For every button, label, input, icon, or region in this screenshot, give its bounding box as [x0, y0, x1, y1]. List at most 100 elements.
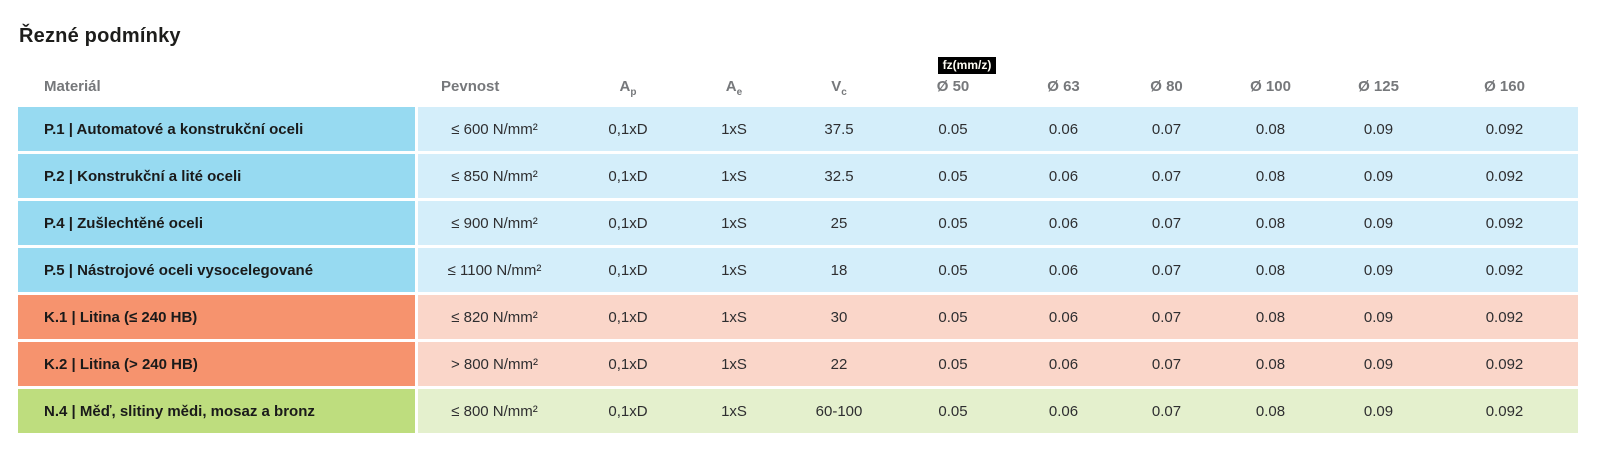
- vc-sub: c: [841, 87, 847, 98]
- fz-50-cell: 0.05: [938, 214, 968, 232]
- ap-cell: 0,1xD: [608, 214, 648, 232]
- fz-160-cell: 0.092: [1485, 355, 1524, 373]
- table-row: P.1 | Automatové a konstrukční oceli ≤ 6…: [18, 107, 1578, 151]
- fz-80-cell: 0.07: [1151, 402, 1182, 420]
- ap-base: A: [619, 78, 631, 95]
- fz-100-cell: 0.08: [1255, 261, 1286, 279]
- fz-50-cell: 0.05: [938, 308, 968, 326]
- ae-cell: 1xS: [721, 214, 747, 232]
- col-header-diameter-125: Ø 125: [1358, 78, 1399, 95]
- pevnost-cell: ≤ 800 N/mm²: [451, 402, 538, 420]
- ap-cell: 0,1xD: [608, 120, 648, 138]
- vc-cell: 30: [830, 308, 848, 326]
- ae-cell: 1xS: [721, 308, 747, 326]
- fz-50-cell: 0.05: [938, 355, 968, 373]
- vc-cell: 25: [830, 214, 848, 232]
- fz-unit-badge: fz(mm/z): [937, 57, 997, 74]
- fz-80-cell: 0.07: [1151, 355, 1182, 373]
- page-title: Řezné podmínky: [19, 25, 181, 48]
- vc-cell: 60-100: [815, 402, 863, 420]
- col-header-vc: Vc: [783, 78, 895, 98]
- ae-sub: e: [736, 87, 743, 98]
- fz-63-cell: 0.06: [1048, 214, 1079, 232]
- fz-160-cell: 0.092: [1485, 120, 1524, 138]
- fz-63-cell: 0.06: [1048, 308, 1079, 326]
- table-rows: P.1 | Automatové a konstrukční oceli ≤ 6…: [18, 107, 1578, 433]
- row-data-segment: ≤ 850 N/mm² 0,1xD 1xS 32.5 0.05 0.06 0.0…: [418, 154, 1578, 198]
- material-cell: K.1 | Litina (≤ 240 HB): [18, 295, 415, 339]
- table-row: P.2 | Konstrukční a lité oceli ≤ 850 N/m…: [18, 154, 1578, 198]
- fz-100-cell: 0.08: [1255, 355, 1286, 373]
- fz-160-cell: 0.092: [1485, 261, 1524, 279]
- fz-100-cell: 0.08: [1255, 167, 1286, 185]
- ap-cell: 0,1xD: [608, 261, 648, 279]
- ae-cell: 1xS: [721, 120, 747, 138]
- table-header-row: Materiál Pevnost Ap Ae Vc fz(mm/z) Ø 50 …: [18, 52, 1578, 104]
- pevnost-cell: ≤ 1100 N/mm²: [447, 261, 542, 279]
- ae-cell: 1xS: [721, 355, 747, 373]
- ap-cell: 0,1xD: [608, 402, 648, 420]
- col-header-material: Materiál: [44, 78, 101, 95]
- vc-cell: 37.5: [824, 120, 854, 138]
- pevnost-cell: ≤ 900 N/mm²: [451, 214, 538, 232]
- col-header-diameter-160: Ø 160: [1484, 78, 1525, 95]
- vc-cell: 18: [830, 261, 848, 279]
- ap-cell: 0,1xD: [608, 167, 648, 185]
- table-row: P.5 | Nástrojové oceli vysocelegované ≤ …: [18, 248, 1578, 292]
- fz-50-cell: 0.05: [938, 402, 968, 420]
- ae-cell: 1xS: [721, 402, 747, 420]
- pevnost-cell: > 800 N/mm²: [450, 355, 539, 373]
- vc-cell: 22: [830, 355, 848, 373]
- fz-80-cell: 0.07: [1151, 308, 1182, 326]
- material-cell: P.4 | Zušlechtěné oceli: [18, 201, 415, 245]
- material-cell: K.2 | Litina (> 240 HB): [18, 342, 415, 386]
- material-cell: N.4 | Měď, slitiny mědi, mosaz a bronz: [18, 389, 415, 433]
- fz-125-cell: 0.09: [1363, 308, 1394, 326]
- fz-100-cell: 0.08: [1255, 402, 1286, 420]
- pevnost-cell: ≤ 820 N/mm²: [451, 308, 538, 326]
- fz-80-cell: 0.07: [1151, 167, 1182, 185]
- fz-125-cell: 0.09: [1363, 120, 1394, 138]
- fz-160-cell: 0.092: [1485, 214, 1524, 232]
- pevnost-cell: ≤ 600 N/mm²: [451, 120, 538, 138]
- table-row: K.2 | Litina (> 240 HB) > 800 N/mm² 0,1x…: [18, 342, 1578, 386]
- row-data-segment: ≤ 600 N/mm² 0,1xD 1xS 37.5 0.05 0.06 0.0…: [418, 107, 1578, 151]
- row-data-segment: > 800 N/mm² 0,1xD 1xS 22 0.05 0.06 0.07 …: [418, 342, 1578, 386]
- cutting-conditions-table: Materiál Pevnost Ap Ae Vc fz(mm/z) Ø 50 …: [18, 52, 1578, 433]
- material-cell: P.5 | Nástrojové oceli vysocelegované: [18, 248, 415, 292]
- vc-cell: 32.5: [824, 167, 854, 185]
- fz-100-cell: 0.08: [1255, 308, 1286, 326]
- ap-sub: p: [630, 87, 637, 98]
- col-header-diameter-80: Ø 80: [1150, 78, 1183, 95]
- material-cell: P.2 | Konstrukční a lité oceli: [18, 154, 415, 198]
- row-data-segment: ≤ 800 N/mm² 0,1xD 1xS 60-100 0.05 0.06 0…: [418, 389, 1578, 433]
- table-row: P.4 | Zušlechtěné oceli ≤ 900 N/mm² 0,1x…: [18, 201, 1578, 245]
- fz-100-cell: 0.08: [1255, 214, 1286, 232]
- fz-50-cell: 0.05: [938, 167, 968, 185]
- fz-125-cell: 0.09: [1363, 167, 1394, 185]
- header-data-segment: Pevnost Ap Ae Vc fz(mm/z) Ø 50 Ø 63 Ø 80…: [418, 57, 1576, 98]
- ae-cell: 1xS: [721, 261, 747, 279]
- fz-80-cell: 0.07: [1151, 214, 1182, 232]
- fz-125-cell: 0.09: [1363, 261, 1394, 279]
- fz-63-cell: 0.06: [1048, 120, 1079, 138]
- fz-50-cell: 0.05: [938, 120, 968, 138]
- col-header-diameter-50: fz(mm/z) Ø 50: [895, 57, 1011, 95]
- vc-base: V: [831, 78, 842, 95]
- fz-63-cell: 0.06: [1048, 355, 1079, 373]
- fz-125-cell: 0.09: [1363, 402, 1394, 420]
- fz-63-cell: 0.06: [1048, 167, 1079, 185]
- col-header-diameter-63: Ø 63: [1047, 78, 1080, 95]
- fz-80-cell: 0.07: [1151, 261, 1182, 279]
- table-row: N.4 | Měď, slitiny mědi, mosaz a bronz ≤…: [18, 389, 1578, 433]
- fz-125-cell: 0.09: [1363, 214, 1394, 232]
- fz-63-cell: 0.06: [1048, 261, 1079, 279]
- fz-160-cell: 0.092: [1485, 308, 1524, 326]
- fz-160-cell: 0.092: [1485, 402, 1524, 420]
- fz-80-cell: 0.07: [1151, 120, 1182, 138]
- fz-63-cell: 0.06: [1048, 402, 1079, 420]
- col-header-diameter-100: Ø 100: [1250, 78, 1291, 95]
- ap-cell: 0,1xD: [608, 355, 648, 373]
- material-cell: P.1 | Automatové a konstrukční oceli: [18, 107, 415, 151]
- col-header-ae: Ae: [685, 78, 783, 98]
